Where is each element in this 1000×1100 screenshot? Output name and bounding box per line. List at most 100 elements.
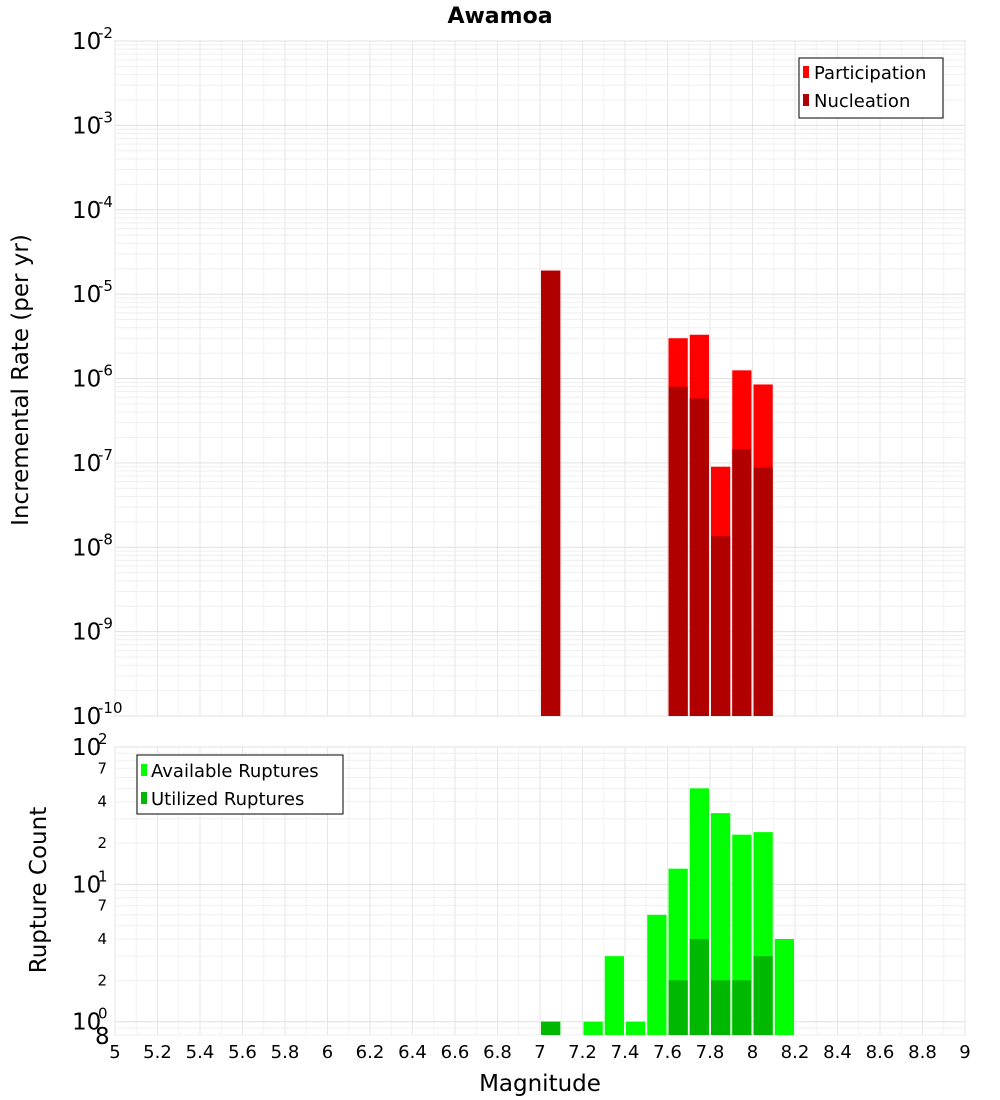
count-y-tick: 101	[72, 867, 108, 898]
nucleation-bar	[732, 449, 752, 716]
rate-y-tick-exponent: -4	[98, 193, 113, 211]
count-y-axis-label: Rupture Count	[26, 807, 52, 973]
x-tick-label: 6.8	[483, 1042, 512, 1063]
rate-y-tick: 10-3	[72, 108, 113, 139]
rate-y-tick-exponent: -6	[98, 362, 113, 380]
rate-y-tick-base: 10	[72, 620, 101, 646]
count-y-tick-base: 10	[72, 735, 101, 761]
rate-y-tick-exponent: -5	[98, 277, 113, 295]
rate-y-tick: 10-9	[72, 615, 113, 646]
nucleation-bar	[541, 270, 561, 716]
available-ruptures-bar	[774, 939, 794, 1035]
rate-y-tick-exponent: -9	[98, 615, 113, 633]
rate-y-tick: 10-2	[72, 24, 113, 55]
utilized-ruptures-bar	[753, 956, 773, 1035]
available-ruptures-bar	[604, 956, 624, 1035]
rate-legend-box	[798, 57, 944, 119]
x-tick-label: 6.2	[356, 1042, 385, 1063]
count-y-tick-exponent: 1	[98, 867, 108, 885]
nucleation-legend-swatch	[803, 94, 809, 106]
available-ruptures-bar	[626, 1021, 646, 1035]
x-axis-label: Magnitude	[479, 1071, 601, 1097]
count-y-bottom-tick-label: 8	[95, 1024, 110, 1050]
x-tick-label: 5.8	[271, 1042, 300, 1063]
rate-y-tick: 10-10	[72, 699, 123, 730]
rate-gridlines	[114, 40, 966, 717]
count-y-tick-base: 10	[72, 872, 101, 898]
rate-y-tick: 10-7	[72, 446, 113, 477]
rate-y-tick-base: 10	[72, 367, 101, 393]
nucleation-bar	[753, 467, 773, 716]
x-tick-label: 8	[747, 1042, 758, 1063]
participation-legend-swatch	[803, 66, 809, 78]
x-tick-label: 6	[322, 1042, 333, 1063]
utilized-ruptures-bar	[541, 1021, 561, 1035]
available-ruptures-bar	[711, 813, 731, 1035]
rate-y-tick-base: 10	[72, 282, 101, 308]
utilized-legend-label: Utilized Ruptures	[151, 789, 304, 810]
count-y-tick: 102	[72, 730, 108, 761]
count-legend: Available Ruptures Utilized Ruptures	[136, 754, 344, 815]
count-y-minor-tick-label: 4	[97, 793, 107, 811]
rate-legend: Participation Nucleation	[798, 57, 944, 119]
rate-bars	[541, 270, 773, 716]
nucleation-bar	[689, 398, 709, 716]
rate-y-tick-base: 10	[72, 704, 101, 730]
utilized-ruptures-bar	[711, 980, 731, 1035]
x-tick-label: 5.4	[186, 1042, 215, 1063]
count-legend-box	[136, 754, 344, 815]
x-tick-label: 8.8	[908, 1042, 937, 1063]
x-tick-label: 7	[534, 1042, 545, 1063]
count-y-minor-tick-label: 4	[97, 930, 107, 948]
x-tick-label: 7.8	[696, 1042, 725, 1063]
count-y-minor-tick-label: 7	[97, 759, 107, 777]
rate-y-tick-exponent: -2	[98, 24, 113, 42]
count-y-tick-base: 10	[72, 1010, 101, 1036]
available-ruptures-bar	[647, 914, 667, 1035]
rate-y-tick: 10-6	[72, 362, 113, 393]
utilized-ruptures-bar	[689, 939, 709, 1035]
x-tick-label: 5.2	[143, 1042, 172, 1063]
rate-y-tick-base: 10	[72, 198, 101, 224]
participation-legend-label: Participation	[814, 63, 926, 84]
rate-y-tick-base: 10	[72, 451, 101, 477]
count-y-minor-tick-label: 2	[97, 834, 107, 852]
count-y-minor-tick-label: 2	[97, 971, 107, 989]
x-tick-label: 9	[959, 1042, 970, 1063]
nucleation-bar	[711, 536, 731, 716]
rate-y-tick-base: 10	[72, 29, 101, 55]
available-legend-label: Available Ruptures	[151, 761, 319, 782]
rate-y-tick: 10-8	[72, 530, 113, 561]
nucleation-legend-label: Nucleation	[814, 91, 910, 112]
utilized-ruptures-bar	[732, 980, 752, 1035]
chart-title: Awamoa	[447, 4, 552, 29]
count-y-minor-tick-label: 7	[97, 897, 107, 915]
x-tick-label: 6.4	[398, 1042, 427, 1063]
rate-y-tick-exponent: -8	[98, 530, 113, 548]
count-y-tick: 100	[72, 1005, 108, 1036]
x-tick-label: 8.2	[781, 1042, 810, 1063]
rate-y-axis-label: Incremental Rate (per yr)	[8, 234, 34, 526]
rate-y-tick: 10-5	[72, 277, 113, 308]
x-tick-label: 8.6	[866, 1042, 895, 1063]
x-tick-label: 5.6	[228, 1042, 257, 1063]
x-tick-labels: 5 5.2 5.4 5.6 5.8 6 6.2 6.4 6.6 6.8 7 7.2 7.4 7.6 7.8 8…	[109, 1042, 970, 1063]
x-tick-label: 7.6	[653, 1042, 682, 1063]
rate-y-tick-base: 10	[72, 535, 101, 561]
count-y-tick-exponent: 0	[98, 1005, 108, 1023]
x-tick-label: 6.6	[441, 1042, 470, 1063]
available-legend-swatch	[141, 764, 147, 776]
rate-y-tick-base: 10	[72, 113, 101, 139]
rate-y-tick-exponent: -10	[98, 699, 123, 717]
rate-y-tick-exponent: -7	[98, 446, 113, 464]
rate-y-tick-exponent: -3	[98, 108, 113, 126]
rate-y-tick: 10-4	[72, 193, 113, 224]
x-tick-label: 8.4	[823, 1042, 852, 1063]
nucleation-bar	[668, 386, 688, 716]
utilized-ruptures-bar	[668, 980, 688, 1035]
count-y-tick-exponent: 2	[98, 730, 108, 748]
